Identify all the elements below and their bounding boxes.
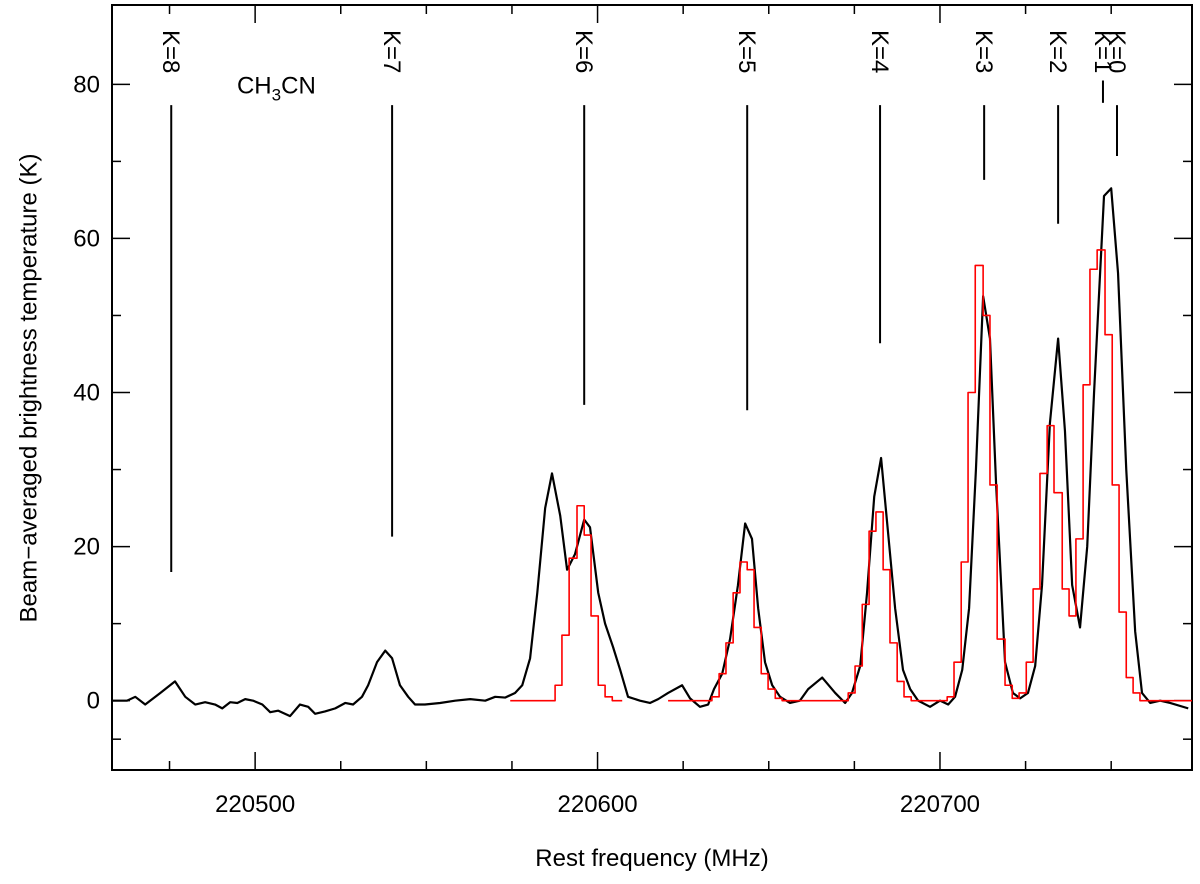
transition-label: K=3 [970,30,997,73]
x-tick-label: 220700 [900,791,980,818]
molecule-label: CH3CN [237,72,316,104]
x-tick-label: 220600 [558,791,638,818]
series-line [510,249,1192,702]
x-axis-label: Rest frequency (MHz) [535,845,768,872]
x-tick-label: 220500 [215,791,295,818]
y-tick-label: 40 [73,380,100,407]
transition-label: K=0 [1103,30,1130,73]
y-tick-label: 80 [73,71,100,98]
transition-label: K=7 [378,30,405,73]
y-tick-label: 20 [73,534,100,561]
transition-label: K=1 [1089,30,1116,73]
y-tick-label: 0 [87,688,100,715]
transition-label: K=6 [570,30,597,73]
transition-label: K=8 [157,30,184,73]
molecule-label-part: 3 [272,85,281,104]
y-axis-label: Beam−averaged brightness temperature (K) [15,154,42,623]
transition-label: K=5 [733,30,760,73]
transition-label: K=2 [1044,30,1071,73]
transition-label: K=4 [866,30,893,73]
molecule-label-part: CH [237,72,272,99]
plot-frame [111,4,1193,771]
y-tick-label: 60 [73,225,100,252]
series-line [112,187,1189,718]
molecule-label-part: CN [281,72,316,99]
